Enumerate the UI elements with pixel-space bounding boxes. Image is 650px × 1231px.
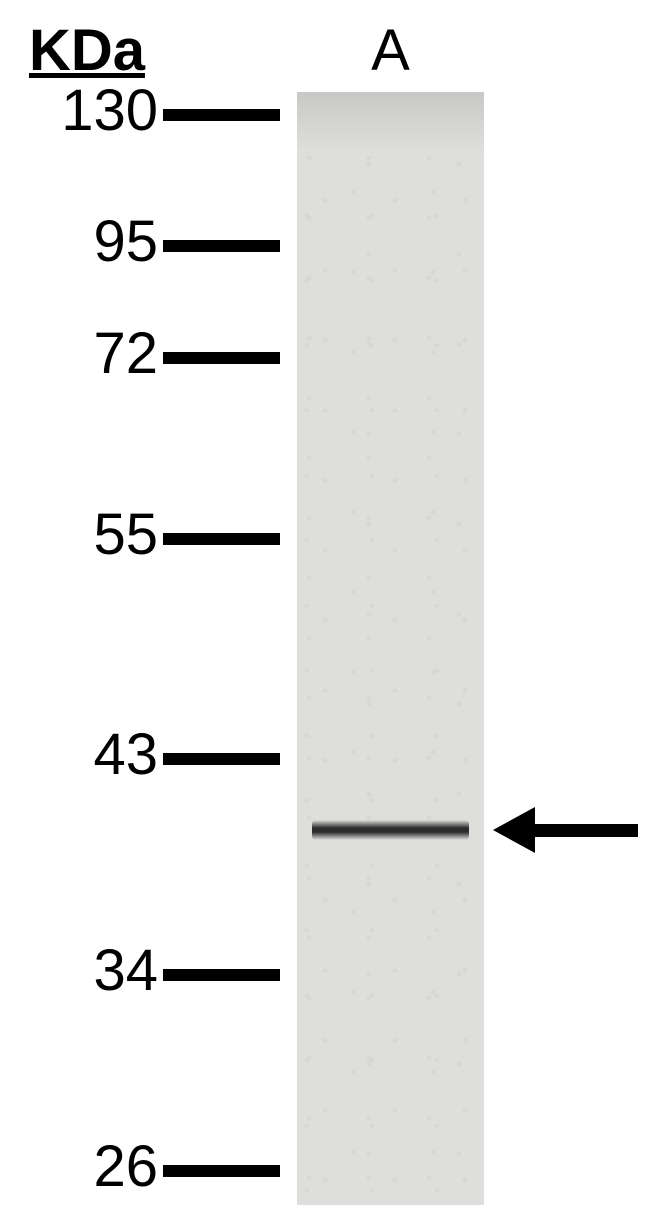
mw-label-55: 55 [93,506,158,564]
lane-noise-texture [297,92,484,1205]
mw-label-130: 130 [61,82,158,140]
mw-tick-34 [163,969,280,981]
arrow-head-icon [493,807,535,853]
mw-tick-55 [163,533,280,545]
arrow-shaft [535,824,638,837]
mw-label-95: 95 [93,213,158,271]
mw-tick-43 [163,753,280,765]
mw-label-72: 72 [93,325,158,383]
mw-tick-95 [163,240,280,252]
mw-label-26: 26 [93,1138,158,1196]
mw-label-43: 43 [93,726,158,784]
lane-a-strip [297,92,484,1205]
lane-well-shadow [297,92,484,152]
mw-tick-72 [163,352,280,364]
mw-tick-130 [163,109,280,121]
mw-label-34: 34 [93,942,158,1000]
target-band [312,820,469,840]
mw-tick-26 [163,1165,280,1177]
western-blot-figure: KDa130 95 72 55 43 34 26 A [0,0,650,1231]
unit-label-kda: KDa [29,22,145,80]
lane-a-label: A [362,22,420,80]
